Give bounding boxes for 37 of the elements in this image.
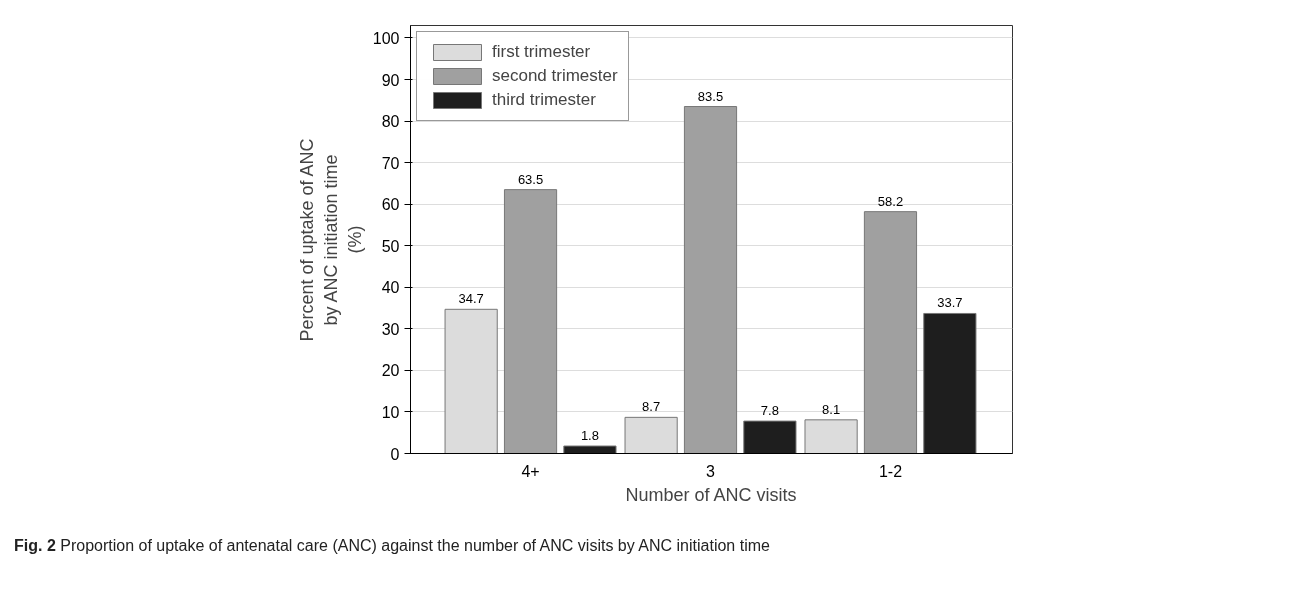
y-axis-title: Percent of uptake of ANC by ANC initiation time (%) <box>296 138 365 342</box>
data-label: 58.2 <box>877 193 904 209</box>
bar <box>804 419 858 454</box>
y-tick-label: 20 <box>381 362 400 380</box>
caption: Fig. 2 Proportion of uptake of antenatal care (ANC) against the number of ANC visits by ANC initiation time <box>14 536 770 556</box>
y-tick-label: 40 <box>381 279 400 297</box>
bar <box>863 211 918 454</box>
legend-label: first trimester <box>492 42 591 62</box>
bar <box>923 312 977 454</box>
y-tick-label: 30 <box>381 320 400 338</box>
data-label: 34.7 <box>458 291 484 307</box>
legend-label: third trimester <box>492 90 596 110</box>
x-axis-title: Number of ANC visits <box>625 484 797 505</box>
data-label: 33.7 <box>937 295 963 311</box>
y-tick-label: 60 <box>381 196 400 214</box>
x-tick-label: 1-2 <box>878 462 903 480</box>
y-tick-label: 80 <box>381 113 400 131</box>
bar <box>743 420 797 454</box>
data-label: 8.1 <box>822 401 841 417</box>
y-tick-label: 100 <box>372 29 400 47</box>
bar <box>563 445 617 454</box>
data-label: 63.5 <box>517 171 544 187</box>
data-label: 8.7 <box>642 399 661 415</box>
data-label: 7.8 <box>760 403 779 419</box>
bar <box>503 189 558 454</box>
bar <box>624 416 678 454</box>
data-label: 1.8 <box>580 428 599 444</box>
data-label: 83.5 <box>697 88 724 104</box>
y-tick-label: 90 <box>381 71 400 89</box>
x-tick-label: 4+ <box>521 462 540 480</box>
legend-label: second trimester <box>492 66 618 86</box>
y-tick-label: 50 <box>381 237 400 255</box>
y-tick-label: 0 <box>390 445 400 463</box>
y-tick-label: 10 <box>381 403 400 421</box>
bar <box>683 106 738 454</box>
y-tick-label: 70 <box>381 154 400 172</box>
x-tick-label: 3 <box>706 462 716 480</box>
